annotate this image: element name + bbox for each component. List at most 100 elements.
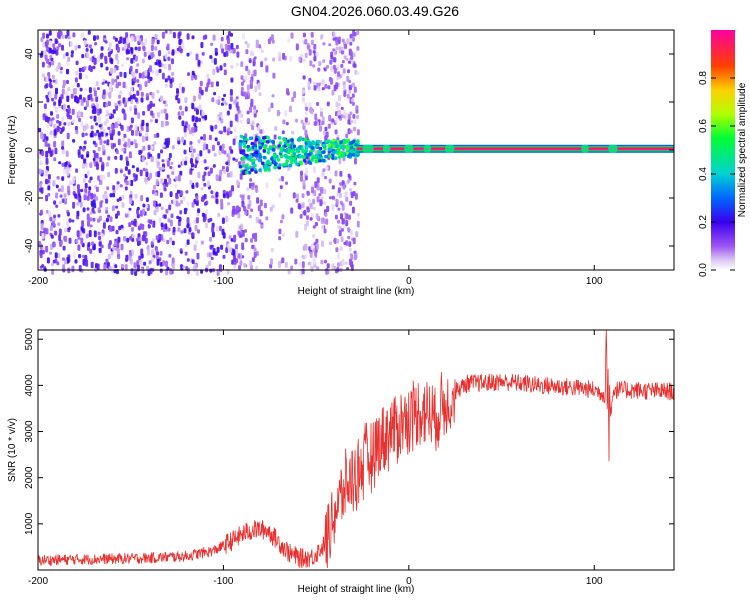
heatmap-cell: [210, 190, 214, 195]
heatmap-cell: [284, 149, 288, 153]
heatmap-cell: [302, 255, 306, 260]
heatmap-cell: [168, 253, 172, 258]
heatmap-cell: [169, 30, 173, 35]
heatmap-cell: [310, 243, 314, 250]
heatmap-cell: [103, 37, 107, 41]
heatmap-cell: [51, 117, 55, 121]
heatmap-cell: [77, 188, 81, 194]
heatmap-cell: [45, 228, 49, 235]
heatmap-cell: [217, 96, 221, 100]
heatmap-cell: [222, 254, 226, 259]
heatmap-cell: [320, 35, 323, 40]
heatmap-cell: [66, 62, 70, 66]
heatmap-cell: [316, 102, 320, 106]
heatmap-cell: [100, 233, 104, 238]
heatmap-cell: [177, 98, 181, 104]
heatmap-cell: [147, 152, 151, 159]
heatmap-cell: [277, 136, 282, 140]
heatmap-cell: [264, 57, 268, 62]
heatmap-cell: [165, 113, 169, 120]
heatmap-cell: [249, 106, 252, 113]
heatmap-cell: [134, 143, 138, 149]
heatmap-cell: [49, 79, 53, 83]
heatmap-cell: [125, 156, 129, 162]
heatmap-cell: [331, 156, 335, 160]
heatmap-cell: [248, 154, 252, 159]
heatmap-cell: [68, 237, 72, 244]
heatmap-cell: [168, 153, 172, 159]
heatmap-cell: [182, 196, 186, 201]
heatmap-cell: [160, 120, 164, 128]
heatmap-cell: [322, 150, 326, 154]
heatmap-cell: [332, 37, 336, 41]
heatmap-cell: [155, 206, 159, 213]
heatmap-cell: [166, 160, 170, 167]
y-tick-label: 5000: [24, 328, 35, 351]
heatmap-cell: [186, 239, 190, 245]
heatmap-cell: [283, 141, 288, 145]
heatmap-cell: [89, 132, 93, 138]
heatmap-cell: [339, 246, 343, 251]
heatmap-cell: [225, 247, 229, 253]
heatmap-cell: [123, 72, 127, 79]
heatmap-cell: [127, 169, 131, 175]
heatmap-cell: [81, 54, 85, 59]
heatmap-cell: [112, 189, 116, 194]
heatmap-cell: [66, 132, 70, 140]
heatmap-cell: [95, 152, 99, 160]
heatmap-cell: [235, 96, 239, 100]
heatmap-cell: [351, 206, 355, 214]
heatmap-cell: [224, 102, 228, 106]
heatmap-cell: [278, 54, 282, 62]
heatmap-cell: [95, 96, 99, 103]
heatmap-cell: [189, 179, 193, 186]
heatmap-cell: [292, 144, 296, 148]
heatmap-cell: [106, 217, 109, 223]
heatmap-cell: [158, 203, 162, 207]
heatmap-cell: [130, 35, 134, 43]
heatmap-cell: [117, 138, 121, 146]
spectrogram-ylabel: Frequency (Hz): [7, 116, 18, 185]
heatmap-cell: [144, 81, 148, 88]
tone-blob: [608, 144, 618, 153]
heatmap-cell: [312, 64, 316, 68]
heatmap-cell: [175, 95, 179, 101]
heatmap-cell: [203, 133, 206, 141]
heatmap-cell: [164, 30, 168, 34]
heatmap-cell: [90, 125, 94, 130]
heatmap-cell: [343, 93, 347, 97]
heatmap-cell: [316, 196, 320, 203]
heatmap-cell: [156, 132, 160, 138]
heatmap-cell: [313, 85, 317, 91]
heatmap-cell: [308, 102, 312, 108]
heatmap-cell: [53, 242, 56, 247]
heatmap-cell: [81, 147, 85, 152]
heatmap-cell: [160, 222, 164, 227]
heatmap-cell: [130, 58, 134, 64]
heatmap-cell: [194, 164, 197, 168]
heatmap-cell: [352, 52, 356, 58]
heatmap-cell: [214, 47, 218, 53]
heatmap-cell: [77, 236, 81, 240]
heatmap-cell: [270, 157, 274, 161]
heatmap-cell: [71, 119, 75, 124]
heatmap-cell: [159, 268, 163, 273]
heatmap-cell: [110, 251, 114, 256]
heatmap-cell: [58, 201, 62, 205]
heatmap-cell: [96, 129, 100, 134]
heatmap-cell: [177, 227, 181, 232]
heatmap-cell: [269, 206, 273, 212]
heatmap-cell: [191, 201, 195, 208]
heatmap-cell: [349, 42, 353, 46]
heatmap-cell: [251, 185, 255, 190]
heatmap-cell: [40, 223, 44, 230]
heatmap-cell: [278, 236, 282, 241]
heatmap-cell: [318, 159, 322, 163]
heatmap-cell: [121, 108, 125, 114]
heatmap-cell: [151, 189, 155, 195]
heatmap-cell: [301, 202, 305, 209]
heatmap-cell: [314, 144, 319, 149]
heatmap-cell: [67, 121, 71, 127]
heatmap-cell: [96, 102, 99, 109]
heatmap-cell: [349, 86, 352, 91]
